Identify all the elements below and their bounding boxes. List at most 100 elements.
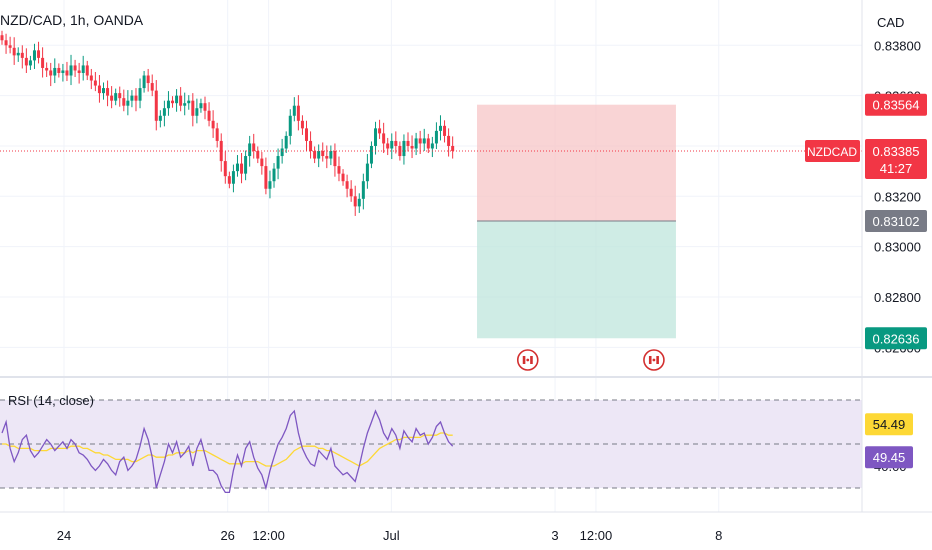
candle-body <box>166 100 170 109</box>
candle-body <box>248 143 252 157</box>
candle-body <box>73 65 77 71</box>
candle-body <box>451 145 455 152</box>
candle-body <box>288 115 292 136</box>
symbol-tag-bg <box>805 140 860 163</box>
candle-body <box>138 88 142 101</box>
candlestick-series <box>0 30 862 216</box>
time-tick-label: 8 <box>715 528 722 543</box>
candle-body <box>296 105 300 121</box>
time-tick-label: 12:00 <box>252 528 285 543</box>
candle-body <box>142 75 146 89</box>
candle-body <box>183 103 187 106</box>
candle-body <box>382 133 386 144</box>
candle-body <box>321 151 325 157</box>
candle-body <box>406 140 410 146</box>
candle-body <box>114 93 118 101</box>
candle-body <box>353 196 357 207</box>
candle-body <box>394 140 398 146</box>
candle-body <box>386 143 390 149</box>
candle-body <box>211 120 215 129</box>
candle-body <box>402 140 406 157</box>
stop-price-label: 0.83564 <box>873 98 920 113</box>
candle-body <box>292 105 296 116</box>
economic-events[interactable] <box>516 349 665 371</box>
candle-body <box>260 158 264 167</box>
candle-body <box>317 151 321 159</box>
candle-body <box>122 98 126 106</box>
candle-body <box>337 166 341 174</box>
take-profit-zone <box>477 220 676 339</box>
candle-body <box>106 88 110 96</box>
candle-body <box>268 181 272 189</box>
candle-body <box>81 65 85 73</box>
candle-body <box>130 95 134 101</box>
target-price-label: 0.82636 <box>873 331 920 346</box>
time-tick-label: Jul <box>383 528 400 543</box>
candle-body <box>69 65 73 76</box>
candle-body <box>374 128 378 146</box>
candle-body <box>430 143 434 149</box>
candle-body <box>126 100 130 106</box>
rsi-ma-line <box>2 432 453 467</box>
candle-body <box>438 125 442 131</box>
candle-body <box>187 100 191 104</box>
candle-body <box>357 198 361 207</box>
candle-body <box>215 128 219 141</box>
candle-body <box>162 108 166 116</box>
candle-body <box>146 75 150 84</box>
candle-body <box>179 95 183 106</box>
candle-body <box>345 181 349 189</box>
candle-body <box>171 100 175 104</box>
candle-body <box>102 88 105 94</box>
chart-title: NZD/CAD, 1h, OANDA <box>0 12 144 28</box>
rsi-value-label: 49.45 <box>873 450 906 465</box>
candle-body <box>12 47 16 56</box>
rsi-value-bg <box>865 446 913 469</box>
candle-body <box>349 188 353 197</box>
candle-body <box>89 75 93 81</box>
currency-label[interactable]: CAD <box>877 15 904 30</box>
candle-body <box>264 166 268 189</box>
candle-body <box>16 52 20 56</box>
candle-body <box>256 151 260 159</box>
price-tick-label: 0.82800 <box>874 290 921 305</box>
candle-body <box>422 138 426 144</box>
candle-body <box>272 168 276 182</box>
candle-body <box>284 135 288 149</box>
price-tick-label: 0.83800 <box>874 38 921 53</box>
candle-body <box>175 95 179 104</box>
candle-body <box>341 173 345 182</box>
target-price-label-bg <box>865 327 927 350</box>
candle-body <box>93 80 97 86</box>
candle-body <box>434 130 438 144</box>
candle-body <box>134 95 138 101</box>
candle-body <box>37 50 41 58</box>
candle-body <box>97 85 101 94</box>
candle-body <box>305 128 308 141</box>
candle-body <box>77 70 81 73</box>
candle-body <box>414 138 418 149</box>
candle-body <box>20 52 24 58</box>
candle-body <box>447 135 451 146</box>
stop-price-label-bg <box>865 93 927 116</box>
candle-body <box>85 65 89 76</box>
candle-body <box>309 140 313 152</box>
candle-body <box>219 140 223 162</box>
price-tick-label: 0.83200 <box>874 189 921 204</box>
candle-body <box>227 176 231 184</box>
candle-body <box>199 103 203 109</box>
stop-loss-zone <box>477 104 676 221</box>
candle-body <box>195 108 199 116</box>
candle-body <box>235 163 239 172</box>
candle-body <box>244 156 248 174</box>
candle-body <box>41 57 45 68</box>
candle-body <box>252 143 256 152</box>
candle-body <box>378 128 382 134</box>
short-position-tool[interactable] <box>477 104 676 339</box>
time-tick-label: 24 <box>57 528 71 543</box>
candle-body <box>443 125 447 136</box>
maple-leaf <box>652 358 656 362</box>
candle-body <box>8 45 12 48</box>
